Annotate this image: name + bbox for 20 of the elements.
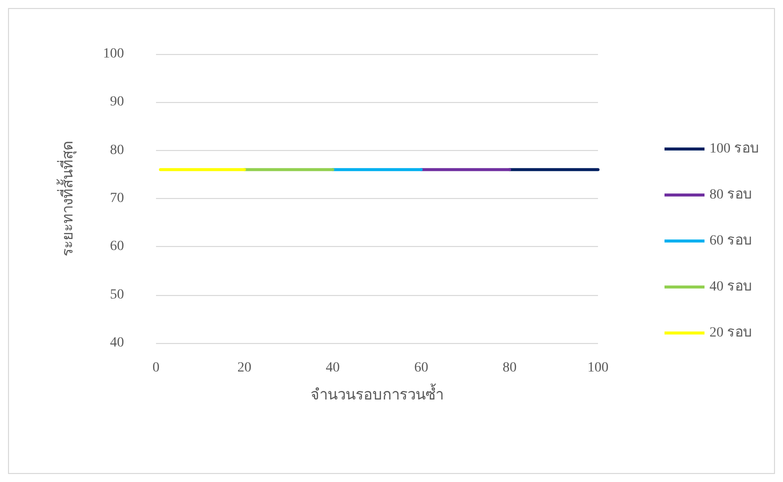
legend-label: 20 รอบ (710, 326, 752, 340)
y-tick-label: 90 (110, 94, 124, 110)
legend-label: 80 รอบ (710, 188, 752, 202)
legend-label: 40 รอบ (710, 280, 752, 294)
y-tick-label: 100 (103, 46, 124, 62)
x-tick-label: 0 (152, 360, 160, 376)
x-tick-label: 20 (237, 360, 252, 376)
x-tick-label: 80 (502, 360, 517, 376)
y-axis-title: ระยะทางที่สั้นที่สุด (56, 140, 78, 256)
x-tick-label: 100 (588, 360, 608, 376)
x-axis-title: จำนวนรอบการวนซ้ำ (310, 384, 444, 404)
y-tick-label: 40 (110, 336, 124, 350)
legend-label: 60 รอบ (710, 234, 752, 248)
y-tick-label: 60 (110, 239, 124, 254)
x-tick-label: 60 (414, 360, 428, 376)
y-tick-label: 50 (110, 287, 124, 302)
y-tick-label: 70 (110, 191, 124, 206)
legend-label: 100 รอบ (710, 142, 759, 156)
y-tick-label: 80 (110, 142, 124, 158)
x-tick-label: 40 (326, 360, 340, 376)
